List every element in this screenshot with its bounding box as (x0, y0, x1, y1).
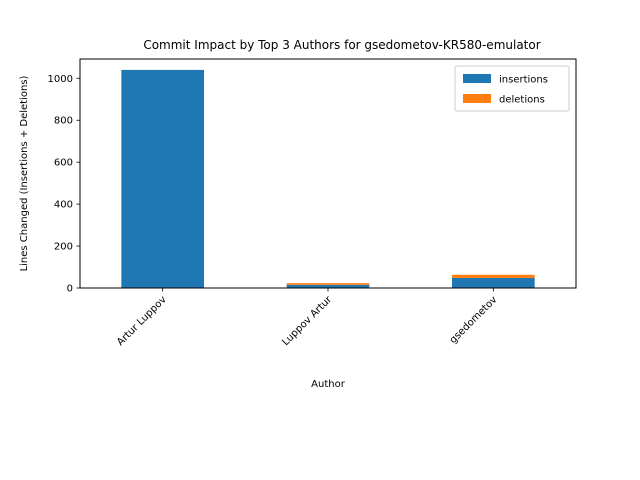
x-tick-label: Luppov Artur (280, 294, 334, 348)
bars-group (121, 69, 535, 289)
y-tick-label: 0 (67, 284, 73, 295)
bar-deletions-2 (452, 274, 535, 278)
y-tick-label: 800 (54, 116, 73, 127)
plot-frame (79, 58, 577, 289)
bar-insertions-0 (121, 69, 204, 289)
y-tick-label: 400 (54, 200, 73, 211)
bar-deletions-1 (286, 283, 370, 285)
y-axis-label: Lines Changed (Insertions + Deletions) (19, 75, 30, 271)
y-axis: 0 200 400 600 800 1000 (48, 74, 80, 295)
x-axis-label: Author (311, 379, 346, 390)
chart-title: Commit Impact by Top 3 Authors for gsedo… (143, 38, 540, 52)
bar-insertions-2 (452, 277, 535, 288)
y-tick-label: 200 (54, 242, 73, 253)
y-tick-label: 1000 (48, 74, 73, 85)
x-tick-label: Artur Luppov (115, 294, 169, 348)
legend-label-deletions: deletions (499, 95, 545, 106)
legend-swatch-insertions (463, 74, 491, 83)
x-tick-label: gsedometov (448, 294, 500, 346)
legend-label-insertions: insertions (499, 75, 548, 86)
y-tick-label: 600 (54, 158, 73, 169)
x-axis: Artur Luppov Luppov Artur gsedometov (115, 288, 500, 348)
legend: insertions deletions (454, 65, 570, 112)
bar-insertions-1 (286, 284, 370, 288)
legend-swatch-deletions (463, 94, 491, 103)
